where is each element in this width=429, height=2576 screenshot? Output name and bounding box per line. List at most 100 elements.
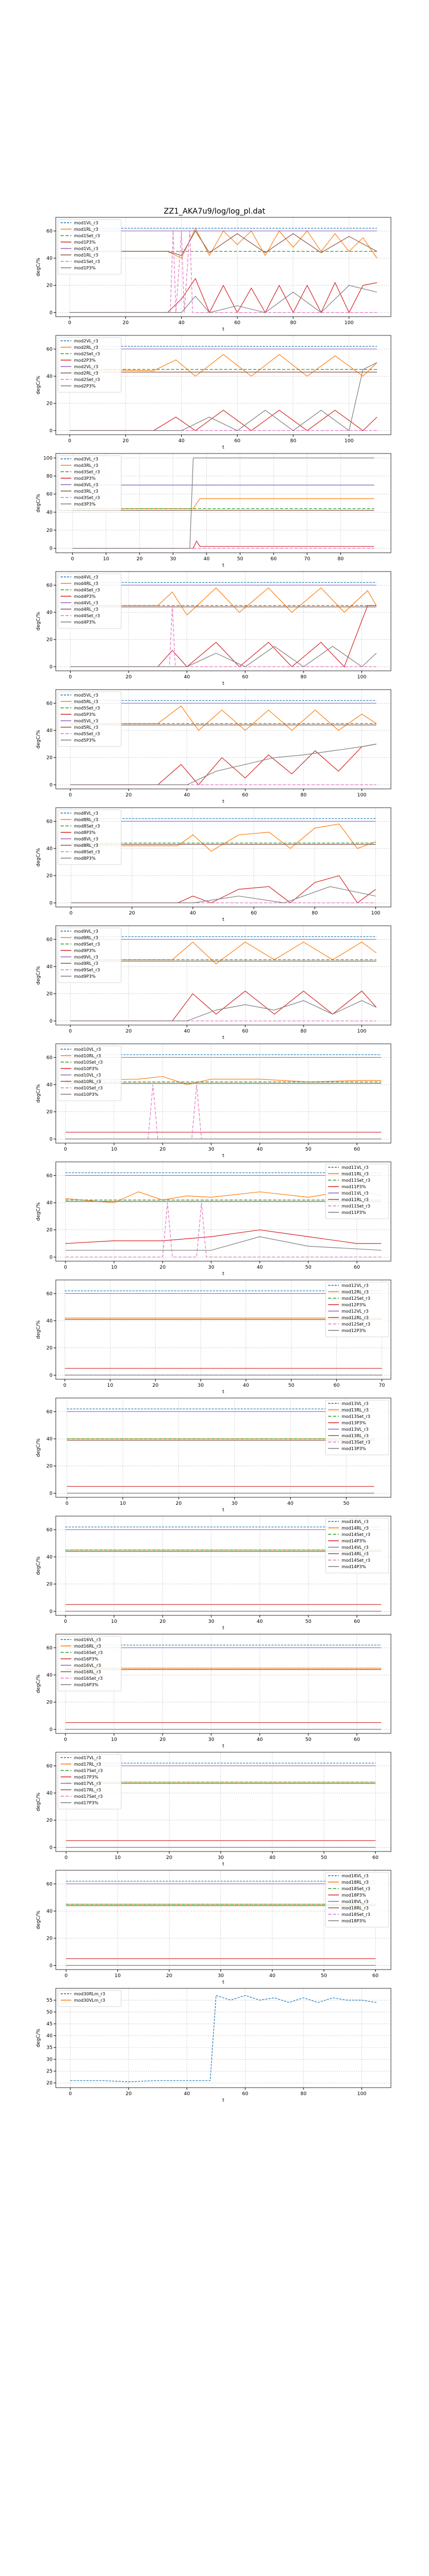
y-tick-label: 40 — [47, 846, 53, 852]
chart-panel-15: 0 10 20 30 40 50 600204060tdegC/%mod18VL_r3mod… — [36, 1870, 391, 1985]
series-line — [70, 409, 378, 431]
x-tick-label: 50 — [305, 1737, 312, 1743]
legend-label: mod4P3% — [74, 594, 96, 599]
legend: mod17VL_r3mod17RL_r3mod17Set_r3mod17P3%m… — [57, 1754, 122, 1810]
legend-label: mod16VL_r3 — [74, 1663, 101, 1668]
legend-box — [57, 1636, 122, 1692]
legend-label: mod2P3% — [74, 384, 96, 389]
series-line — [65, 1236, 381, 1251]
axes-frame — [55, 1043, 391, 1144]
y-tick-label: 20 — [47, 756, 53, 761]
x-tick-label: 0 — [70, 911, 73, 916]
y-tick-label: 40 — [47, 374, 53, 379]
legend-label: mod10Set_r3 — [74, 1060, 102, 1065]
x-tick-label: 40 — [257, 1265, 263, 1270]
legend-label: mod4P3% — [74, 620, 96, 625]
legend-label: mod10RL_r3 — [74, 1079, 101, 1084]
legend-label: mod13Set_r3 — [342, 1440, 370, 1445]
legend-box — [325, 1400, 389, 1455]
y-tick-label: 40 — [47, 256, 53, 261]
x-tick-label: 70 — [304, 557, 310, 562]
y-tick-label: 40 — [47, 964, 53, 970]
legend-label: mod11P3% — [342, 1210, 366, 1215]
legend-label: mod13Set_r3 — [342, 1414, 370, 1419]
y-axis-label: degC/% — [36, 1556, 41, 1575]
x-axis-label: t — [223, 1626, 225, 1631]
x-tick-label: 10 — [120, 1501, 126, 1506]
legend-label: mod17Set_r3 — [74, 1794, 102, 1799]
x-tick-label: 20 — [160, 1619, 166, 1624]
legend-label: mod10VL_r3 — [74, 1073, 101, 1078]
y-tick-label: 20 — [47, 1818, 53, 1824]
legend-label: mod18RL_r3 — [342, 1906, 368, 1911]
y-axis-label: degC/% — [36, 612, 41, 631]
x-tick-label: 0 — [69, 1029, 72, 1034]
x-tick-label: 50 — [305, 1265, 312, 1270]
legend-label: mod17Set_r3 — [74, 1768, 102, 1773]
x-tick-label: 60 — [354, 1147, 360, 1152]
x-tick-label: 40 — [190, 911, 196, 916]
legend: mod12VL_r3mod12RL_r3mod12Set_r3mod12P3%m… — [325, 1282, 389, 1337]
x-tick-label: 60 — [242, 793, 249, 798]
axes-frame — [55, 807, 391, 908]
y-tick-label: 30 — [47, 2057, 53, 2062]
y-axis-label: degC/% — [36, 2029, 41, 2047]
x-tick-label: 100 — [357, 2091, 366, 2097]
legend-label: mod14RL_r3 — [342, 1526, 368, 1531]
x-tick-label: 40 — [287, 1501, 294, 1506]
x-tick-label: 20 — [122, 320, 129, 326]
chart-panel-4: 0 20 40 60 80 1000204060tdegC/%mod4VL_r3mod4R… — [36, 571, 391, 686]
legend-label: mod2Set_r3 — [74, 377, 100, 382]
x-tick-label: 0 — [68, 438, 71, 444]
x-tick-label: 20 — [160, 1265, 166, 1270]
legend-label: mod12VL_r3 — [342, 1283, 368, 1288]
x-tick-label: 50 — [237, 557, 243, 562]
legend-label: mod9P3% — [74, 974, 96, 979]
legend-label: mod4VL_r3 — [74, 575, 98, 580]
legend-label: mod3P3% — [74, 476, 96, 481]
y-tick-label: 20 — [47, 2081, 53, 2086]
legend-label: mod1P3% — [74, 240, 96, 245]
y-tick-label: 40 — [47, 728, 53, 734]
x-tick-label: 30 — [208, 1619, 214, 1624]
legend-box — [57, 1754, 122, 1810]
x-tick-label: 60 — [354, 1737, 360, 1743]
y-tick-label: 0 — [49, 1609, 53, 1614]
y-tick-label: 0 — [49, 664, 53, 670]
x-tick-label: 50 — [321, 1855, 327, 1861]
x-axis-label: t — [223, 1507, 225, 1513]
legend-label: mod9VL_r3 — [74, 955, 98, 960]
x-tick-label: 50 — [305, 1147, 312, 1152]
legend-label: mod3Set_r3 — [74, 470, 100, 474]
series-line — [65, 1230, 381, 1244]
x-axis-label: t — [223, 563, 225, 568]
legend-label: mod8RL_r3 — [74, 817, 98, 822]
legend-label: mod3RL_r3 — [74, 463, 98, 468]
x-tick-label: 0 — [63, 1383, 66, 1388]
y-tick-label: 40 — [47, 510, 53, 515]
series-line — [70, 743, 376, 785]
x-tick-label: 100 — [357, 675, 366, 680]
x-tick-label: 40 — [257, 1619, 263, 1624]
legend-label: mod9Set_r3 — [74, 942, 100, 947]
legend-label: mod8VL_r3 — [74, 837, 98, 841]
y-axis-label: degC/% — [36, 1674, 41, 1693]
legend-label: mod5RL_r3 — [74, 725, 98, 730]
y-axis-label: degC/% — [36, 494, 41, 513]
legend-label: mod5Set_r3 — [74, 731, 100, 736]
x-tick-label: 80 — [312, 911, 318, 916]
y-tick-label: 40 — [47, 1673, 53, 1678]
legend-label: mod16VL_r3 — [74, 1637, 101, 1642]
x-tick-label: 40 — [184, 1029, 190, 1034]
legend-label: mod9Set_r3 — [74, 968, 100, 972]
series-line — [70, 605, 376, 667]
legend-label: mod8Set_r3 — [74, 824, 100, 829]
legend-label: mod11P3% — [342, 1184, 366, 1189]
legend-label: mod2Set_r3 — [74, 352, 100, 356]
y-tick-label: 20 — [47, 992, 53, 997]
chart-panel-7: 0 20 40 60 80 1000204060tdegC/%mod9VL_r3mod9R… — [36, 925, 391, 1041]
y-tick-label: 60 — [47, 701, 53, 706]
y-axis-label: degC/% — [36, 376, 41, 394]
legend-label: mod2VL_r3 — [74, 364, 98, 369]
y-axis-label: degC/% — [36, 1320, 41, 1339]
